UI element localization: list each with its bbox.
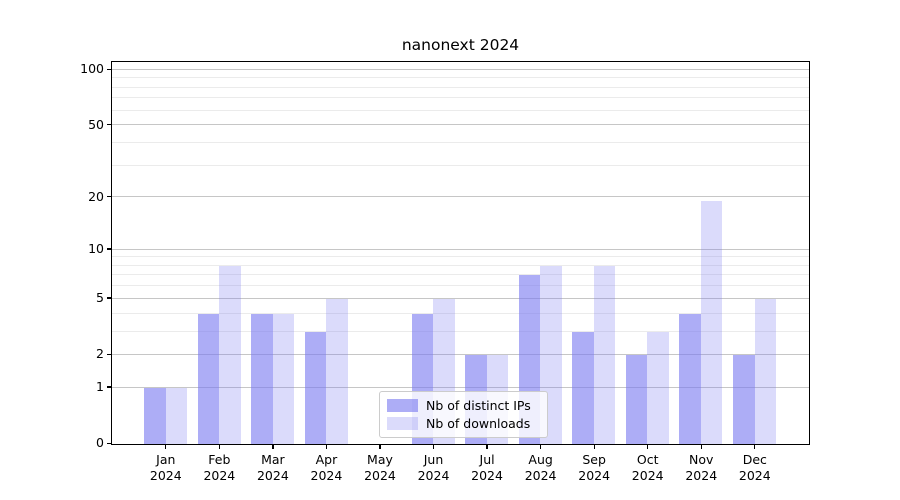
gridline-minor (112, 285, 809, 287)
x-tick-label: Dec 2024 (738, 452, 771, 483)
x-tick-mark (165, 445, 167, 449)
x-tick-label: Sep 2024 (578, 452, 611, 483)
y-tick-label: 1 (96, 379, 104, 395)
x-tick-label: May 2024 (364, 452, 396, 483)
bar (165, 387, 187, 444)
bar (754, 298, 776, 444)
gridline-major (112, 196, 809, 198)
y-tick-label: 100 (80, 61, 104, 77)
y-tick-mark (107, 442, 111, 444)
x-tick-label: Oct 2024 (631, 452, 664, 483)
gridline-minor (112, 256, 809, 258)
legend-swatch-downloads-icon (387, 416, 418, 430)
bar (733, 354, 755, 444)
y-tick-mark (107, 195, 111, 198)
bar (647, 331, 669, 444)
y-tick-mark (107, 297, 111, 299)
x-tick-label: Jul 2024 (471, 452, 503, 483)
bar (219, 265, 241, 444)
x-tick-label: Apr 2024 (310, 452, 343, 483)
y-tick-label: 50 (88, 116, 104, 132)
gridline-minor (112, 330, 809, 332)
x-tick-label: Nov 2024 (685, 452, 718, 483)
bar (572, 331, 594, 444)
legend: Nb of distinct IPs Nb of downloads (379, 391, 548, 438)
chart-title: nanonext 2024 (401, 36, 520, 54)
x-tick-mark (700, 445, 702, 449)
plot-area: Nb of distinct IPs Nb of downloads (111, 61, 810, 445)
x-tick-mark (325, 445, 328, 449)
x-tick-mark (432, 445, 435, 449)
x-tick-mark (647, 445, 649, 449)
y-tick-mark (107, 248, 111, 250)
gridline-minor (112, 164, 809, 166)
bar (326, 298, 348, 444)
y-tick-label: 5 (96, 290, 104, 306)
legend-item-downloads: Nb of downloads (387, 415, 539, 432)
bar (593, 265, 616, 444)
gridline-minor (112, 274, 809, 276)
bar (144, 387, 166, 444)
bar (700, 201, 723, 444)
x-tick-label: Jun 2024 (417, 452, 450, 483)
y-tick-label: 2 (96, 346, 104, 362)
x-tick-mark (272, 445, 274, 449)
x-tick-mark (593, 445, 595, 449)
y-tick-label: 10 (88, 240, 104, 256)
gridline-major (112, 386, 809, 388)
bars-layer (112, 62, 809, 444)
y-tick-label: 20 (88, 188, 104, 204)
gridline-minor (112, 97, 809, 99)
x-tick-label: Aug 2024 (524, 452, 557, 483)
bar (679, 313, 701, 444)
gridline-minor (112, 264, 809, 266)
bar (197, 313, 220, 444)
gridline-minor (112, 77, 809, 79)
gridline-major (112, 68, 809, 70)
gridline-minor (112, 141, 809, 143)
gridline-major (112, 248, 809, 250)
gridline-minor (112, 86, 809, 88)
gridline-major (112, 353, 809, 355)
x-tick-mark (486, 445, 488, 449)
x-tick-label: Jan 2024 (149, 452, 182, 483)
x-tick-mark (539, 445, 542, 449)
x-tick-mark (218, 445, 220, 449)
bar (272, 313, 295, 444)
x-tick-mark (379, 445, 381, 449)
gridline-major (112, 124, 809, 126)
gridlines-layer (112, 62, 809, 444)
gridline-major (112, 297, 809, 299)
x-tick-label: Mar 2024 (256, 452, 289, 483)
bar (251, 313, 273, 444)
y-tick-mark (107, 68, 111, 70)
legend-label-distinct-ips: Nb of distinct IPs (426, 398, 531, 414)
y-tick-label: 0 (96, 435, 104, 451)
legend-item-distinct-ips: Nb of distinct IPs (387, 397, 539, 414)
legend-swatch-distinct-ips-icon (387, 399, 418, 413)
legend-label-downloads: Nb of downloads (426, 415, 531, 431)
x-tick-mark (754, 445, 756, 449)
gridline-minor (112, 312, 809, 314)
bar (625, 354, 648, 444)
y-tick-mark (107, 386, 111, 388)
bar (304, 331, 327, 444)
x-tick-label: Feb 2024 (203, 452, 236, 483)
gridline-minor (112, 109, 809, 111)
y-tick-mark (107, 353, 111, 355)
y-tick-mark (107, 123, 111, 126)
